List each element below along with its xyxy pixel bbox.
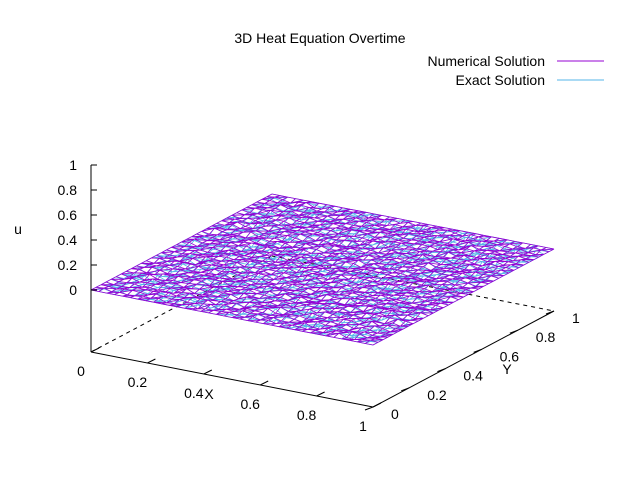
x-tick-label: 0	[77, 363, 85, 379]
x-tick-label: 0.6	[240, 396, 260, 412]
x-tick	[203, 369, 213, 375]
z-tick-label: 0.2	[58, 257, 78, 273]
x-axis-label: X	[204, 386, 214, 402]
surface-mesh-lines	[90, 193, 555, 346]
z-tick-label: 0.6	[58, 207, 78, 223]
y-tick-label: 0.8	[536, 329, 556, 345]
z-tick-label: 0.4	[58, 232, 78, 248]
legend-label-numerical: Numerical Solution	[428, 53, 546, 69]
y-tick	[364, 406, 374, 411]
y-tick-label: 1	[572, 310, 580, 326]
x-tick	[90, 347, 100, 353]
surface-numerical-solution	[90, 193, 555, 346]
y-tick	[437, 368, 446, 373]
legend: Numerical Solution Exact Solution	[428, 53, 604, 88]
x-tick	[259, 380, 269, 386]
x-axis-line	[90, 351, 374, 408]
y-tick	[401, 387, 410, 392]
x-tick-label: 1	[359, 418, 367, 434]
z-tick-label: 0.8	[58, 182, 78, 198]
x-tick	[147, 358, 156, 364]
y-axis-line	[372, 310, 555, 408]
y-tick-label: 0	[391, 406, 399, 422]
legend-label-exact: Exact Solution	[456, 72, 546, 88]
x-tick	[372, 402, 382, 408]
surface-mesh	[90, 193, 555, 346]
y-tick-label: 0.6	[500, 348, 520, 364]
y-tick	[473, 348, 482, 353]
x-tick	[316, 391, 325, 397]
front-axes: 0 0.2 0.4 0.6 0.8 1 0 0.2 0.4 0.6 0.8 1 0 0.2 0.4 0.6 0.…	[58, 157, 580, 434]
z-tick-label: 0	[69, 282, 77, 298]
y-tick	[509, 329, 518, 334]
y-tick	[545, 310, 555, 315]
y-tick-label: 0.2	[427, 387, 447, 403]
z-tick-label: 1	[69, 157, 77, 173]
y-tick-label: 0.4	[463, 368, 483, 384]
x-tick-label: 0.2	[128, 374, 148, 390]
z-axis-label: u	[14, 221, 22, 237]
y-axis-label: Y	[502, 361, 512, 377]
x-tick-label: 0.4	[184, 385, 204, 401]
chart-title: 3D Heat Equation Overtime	[234, 30, 405, 46]
x-tick-label: 0.8	[297, 407, 317, 423]
